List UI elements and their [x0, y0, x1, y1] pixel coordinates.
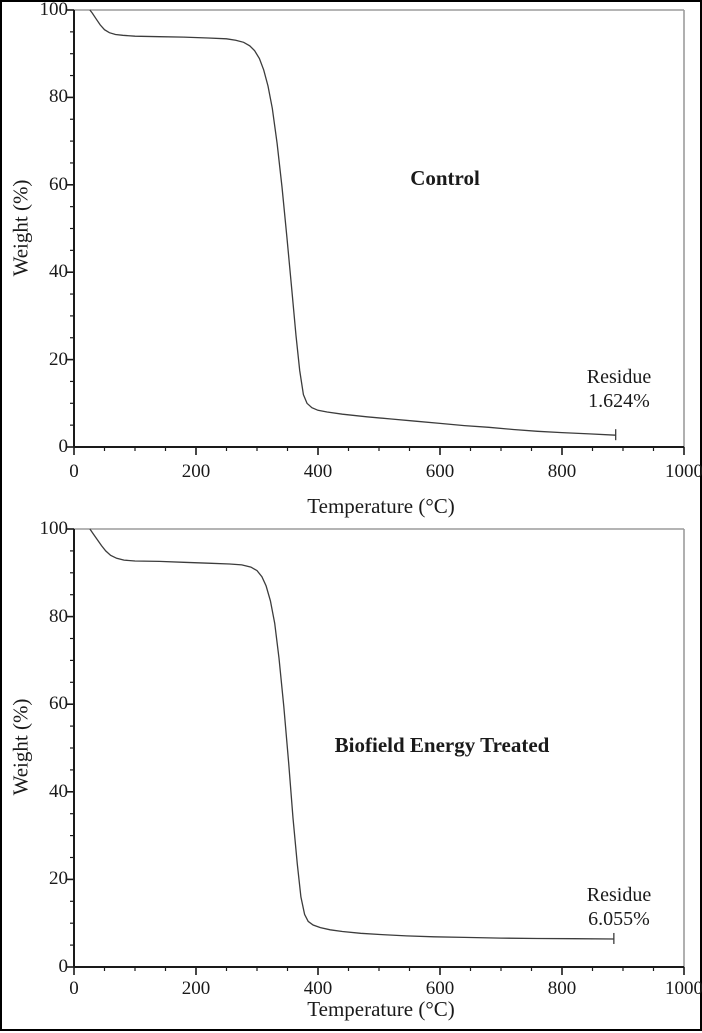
x-tick-label: 200	[181, 461, 211, 482]
x-axis-title-top: Temperature (°C)	[307, 494, 455, 518]
residue-annotation-top: Residue 1.624%	[587, 366, 651, 413]
y-tick-label: 100	[39, 518, 69, 539]
x-tick-label: 200	[181, 978, 211, 999]
residue-label-bottom: Residue	[586, 884, 652, 906]
y-tick-label: 100	[39, 0, 69, 20]
y-tick-label: 80	[49, 605, 68, 627]
residue-label-top: Residue	[586, 366, 652, 388]
chart-title-control: Control	[410, 166, 480, 190]
y-tick-label: 0	[58, 956, 69, 977]
residue-value-top: 1.624%	[588, 389, 650, 412]
y-tick-label: 20	[49, 868, 68, 890]
tga-curve	[89, 9, 616, 436]
x-tick-label: 600	[425, 461, 455, 482]
x-tick-label: 0	[69, 978, 79, 999]
x-tick-label: 800	[547, 461, 577, 482]
x-tick-label: 600	[425, 978, 455, 999]
x-tick-label: 800	[547, 978, 577, 999]
y-tick-label: 20	[49, 348, 68, 370]
x-tick-label: 0	[69, 461, 79, 482]
y-tick-label: 40	[49, 261, 68, 283]
residue-value-bottom: 6.055%	[588, 907, 650, 930]
residue-annotation-bottom: Residue 6.055%	[587, 884, 651, 931]
x-tick-label: 400	[303, 978, 333, 999]
x-tick-label: 400	[303, 461, 333, 482]
x-tick-label: 1000	[665, 978, 702, 999]
y-tick-label: 60	[49, 693, 68, 715]
y-tick-label: 40	[49, 780, 68, 802]
x-axis-title-bottom: Temperature (°C)	[307, 997, 455, 1021]
x-tick-label: 1000	[665, 461, 702, 482]
chart-title-biofield: Biofield Energy Treated	[334, 733, 550, 757]
y-tick-label: 80	[49, 86, 68, 108]
tga-curve	[89, 528, 614, 940]
y-tick-label: 0	[58, 436, 69, 457]
y-tick-label: 60	[49, 173, 68, 195]
